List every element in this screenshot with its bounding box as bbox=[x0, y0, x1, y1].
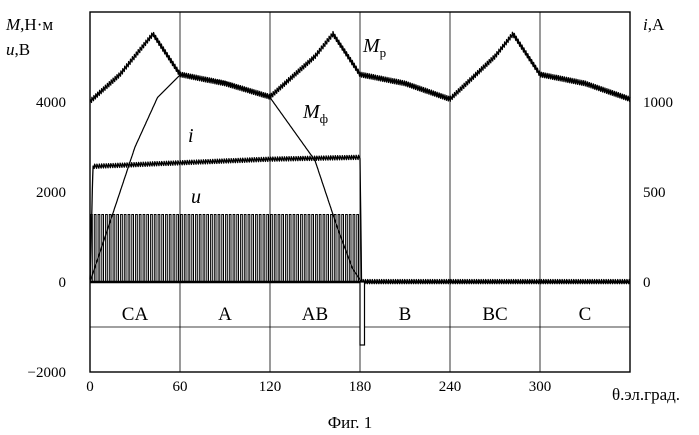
phase-label-a: A bbox=[218, 304, 232, 325]
label-m-r: Mр bbox=[362, 35, 386, 60]
phase-label-ab: AB bbox=[302, 304, 328, 325]
phase-label-c: C bbox=[579, 304, 592, 325]
phase-label-b: B bbox=[399, 304, 412, 325]
y-left-tick-label: 0 bbox=[59, 275, 67, 291]
y-left-tick-label: 4000 bbox=[36, 95, 66, 111]
y-left-tick-label: 2000 bbox=[36, 185, 66, 201]
x-tick-label: 240 bbox=[439, 379, 462, 395]
y-right-tick-label: 500 bbox=[643, 185, 666, 201]
y-right-title-i: i,А bbox=[643, 15, 665, 34]
y-right-tick-label: 0 bbox=[643, 275, 651, 291]
phase-label-bc: BC bbox=[482, 304, 507, 325]
x-tick-label: 60 bbox=[173, 379, 188, 395]
label-m-f: Mф bbox=[302, 101, 328, 126]
y-left-title-m: M,Н·м bbox=[5, 15, 53, 34]
label-u: u bbox=[191, 186, 201, 208]
y-left-tick-label: −2000 bbox=[28, 365, 66, 381]
series-u-pwm bbox=[90, 215, 359, 283]
x-tick-label: 180 bbox=[349, 379, 372, 395]
figure-caption: Фиг. 1 bbox=[328, 413, 373, 432]
label-i: i bbox=[188, 125, 194, 147]
x-tick-label: 120 bbox=[259, 379, 282, 395]
phase-label-ca: CA bbox=[122, 304, 149, 325]
y-left-title-u: u,В bbox=[6, 40, 30, 59]
x-tick-label: 300 bbox=[529, 379, 552, 395]
labels-layer: 060120180240300400020000−200010005000CAA… bbox=[5, 15, 680, 432]
x-axis-title: θ.эл.град. bbox=[612, 385, 680, 404]
x-tick-label: 0 bbox=[86, 379, 94, 395]
y-right-tick-label: 1000 bbox=[643, 95, 673, 111]
series-u-negative-spike bbox=[360, 282, 365, 345]
